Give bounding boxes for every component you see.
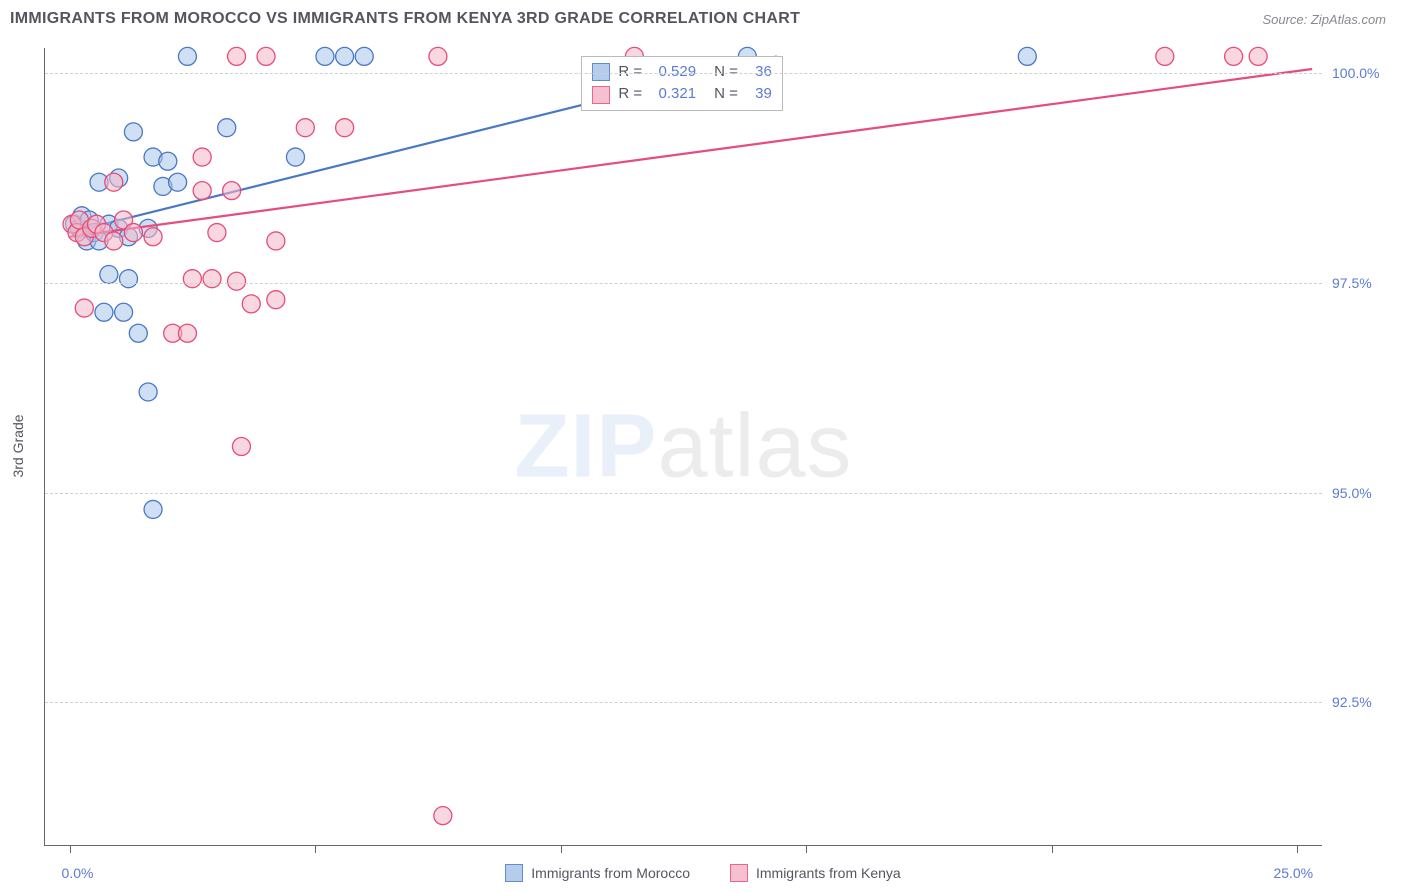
- x-tick: [1052, 845, 1053, 853]
- legend-item: Immigrants from Morocco: [505, 864, 690, 882]
- legend-label: Immigrants from Kenya: [756, 865, 901, 881]
- legend-item: Immigrants from Kenya: [730, 864, 901, 882]
- chart-title: IMMIGRANTS FROM MOROCCO VS IMMIGRANTS FR…: [10, 10, 800, 28]
- data-point: [124, 224, 142, 242]
- data-point: [1249, 47, 1267, 65]
- data-point: [105, 173, 123, 191]
- data-point: [267, 232, 285, 250]
- data-point: [178, 47, 196, 65]
- gridline: [45, 493, 1322, 494]
- data-point: [242, 295, 260, 313]
- stats-r-label: R =: [618, 83, 642, 106]
- plot-svg: [45, 48, 1322, 845]
- data-point: [144, 228, 162, 246]
- data-point: [105, 232, 123, 250]
- legend-bottom: Immigrants from Morocco Immigrants from K…: [0, 864, 1406, 882]
- data-point: [228, 272, 246, 290]
- data-point: [159, 152, 177, 170]
- data-point: [355, 47, 373, 65]
- data-point: [296, 119, 314, 137]
- x-tick: [561, 845, 562, 853]
- data-point: [208, 224, 226, 242]
- x-tick: [1297, 845, 1298, 853]
- data-point: [129, 324, 147, 342]
- x-tick: [315, 845, 316, 853]
- data-point: [115, 303, 133, 321]
- data-point: [183, 270, 201, 288]
- data-point: [100, 266, 118, 284]
- data-point: [1018, 47, 1036, 65]
- data-point: [267, 291, 285, 309]
- gridline: [45, 702, 1322, 703]
- y-tick-label: 95.0%: [1332, 485, 1392, 501]
- data-point: [257, 47, 275, 65]
- plot-area: ZIPatlas R =0.529N =36R =0.321N =39 92.5…: [44, 48, 1322, 846]
- data-point: [169, 173, 187, 191]
- legend-swatch-icon: [730, 864, 748, 882]
- correlation-stats-box: R =0.529N =36R =0.321N =39: [581, 56, 783, 111]
- data-point: [232, 438, 250, 456]
- chart-header: IMMIGRANTS FROM MOROCCO VS IMMIGRANTS FR…: [0, 0, 1406, 34]
- data-point: [316, 47, 334, 65]
- y-tick-label: 100.0%: [1332, 65, 1392, 81]
- stats-n-value: 39: [746, 83, 772, 106]
- data-point: [223, 182, 241, 200]
- chart-source: Source: ZipAtlas.com: [1262, 12, 1386, 27]
- legend-swatch-icon: [505, 864, 523, 882]
- data-point: [1156, 47, 1174, 65]
- y-tick-label: 92.5%: [1332, 694, 1392, 710]
- y-tick-label: 97.5%: [1332, 275, 1392, 291]
- data-point: [144, 500, 162, 518]
- stats-r-value: 0.321: [650, 83, 696, 106]
- legend-label: Immigrants from Morocco: [531, 865, 690, 881]
- data-point: [124, 123, 142, 141]
- data-point: [119, 270, 137, 288]
- y-axis-title: 3rd Grade: [10, 414, 26, 477]
- data-point: [139, 383, 157, 401]
- data-point: [1225, 47, 1243, 65]
- data-point: [95, 303, 113, 321]
- data-point: [193, 148, 211, 166]
- data-point: [429, 47, 447, 65]
- data-point: [203, 270, 221, 288]
- data-point: [336, 119, 354, 137]
- data-point: [336, 47, 354, 65]
- x-tick: [70, 845, 71, 853]
- gridline: [45, 283, 1322, 284]
- stats-row: R = 0.321 N = 39: [592, 83, 772, 106]
- data-point: [286, 148, 304, 166]
- data-point: [228, 47, 246, 65]
- data-point: [193, 182, 211, 200]
- x-tick: [806, 845, 807, 853]
- gridline: [45, 73, 1322, 74]
- data-point: [178, 324, 196, 342]
- data-point: [75, 299, 93, 317]
- data-point: [218, 119, 236, 137]
- legend-swatch-icon: [592, 86, 610, 104]
- data-point: [434, 807, 452, 825]
- stats-n-label: N =: [714, 83, 738, 106]
